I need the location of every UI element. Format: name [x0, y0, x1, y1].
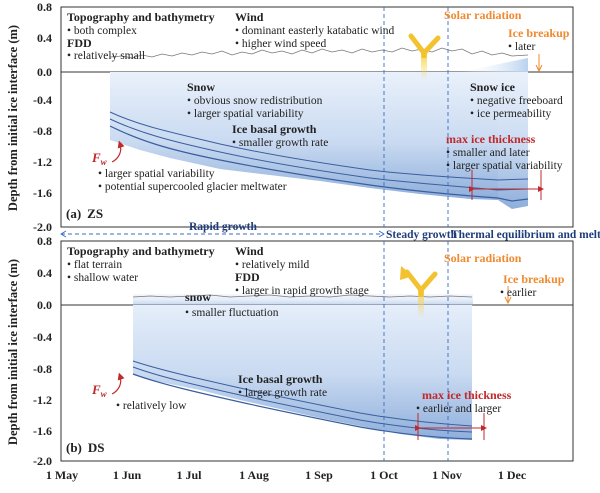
ds-max-thickness-markers — [415, 413, 487, 440]
ds-fdd-item: • larger in rapid growth stage — [235, 285, 369, 297]
ds-snow-item: • smaller fluctuation — [185, 307, 279, 319]
zs-fw-item: • potential supercooled glacier meltwate… — [98, 181, 287, 193]
x-tick: 1 Nov — [432, 468, 462, 482]
zs-basal-item: • smaller growth rate — [232, 137, 328, 149]
zs-y-axis-label: Depth from initial ice interface (m) — [6, 25, 20, 211]
zs-breakup-title: Ice breakup — [508, 26, 570, 40]
zs-ice-bottom-upper — [109, 111, 529, 181]
zs-wind-item: • dominant easterly katabatic wind — [235, 25, 394, 37]
zs-panel-label: (a) ZS — [66, 206, 103, 221]
ds-y-tick: -1.2 — [33, 393, 52, 407]
stage-bar: Rapid growth Steady growth Thermal equil… — [60, 221, 600, 241]
zs-snow-ice-wedge — [460, 58, 528, 72]
zs-fdd-item: • relatively small — [67, 50, 145, 62]
stage-steady-label: Steady growth — [386, 229, 458, 241]
stage-rapid-label: Rapid growth — [189, 221, 257, 233]
zs-wind-title: Wind — [235, 10, 264, 24]
ds-wind-title: Wind — [235, 244, 264, 258]
ds-y-axis: 0.8 0.4 0.0 -0.4 -0.8 -1.2 -1.6 -2.0 — [33, 234, 52, 468]
ds-maxthick-item: • earlier and larger — [416, 403, 501, 415]
zs-y-tick: -1.6 — [33, 186, 52, 200]
ds-ice-bottom-lower — [132, 373, 473, 440]
ds-fdd-title: FDD — [235, 270, 260, 284]
ds-fw-arrow — [111, 372, 125, 395]
zs-maxthick-item: • smaller and later — [446, 147, 530, 159]
zs-snowice-title: Snow ice — [470, 80, 516, 94]
ds-fw-item: • relatively low — [116, 400, 187, 412]
zs-ice-bottom-lower — [109, 125, 529, 202]
ds-ice-body — [133, 294, 472, 440]
zs-max-thickness-markers — [469, 170, 544, 200]
zs-solar-icon — [408, 33, 441, 80]
zs-snow-title: Snow — [187, 80, 215, 94]
ds-ice-bottom-upper — [132, 360, 473, 427]
ds-snow-title: snow — [185, 290, 211, 304]
ds-ice-top-band — [133, 294, 473, 305]
zs-breakup-item: • later — [508, 41, 536, 53]
ds-panel-label: (b) DS — [66, 440, 105, 455]
ds-y-tick: 0.8 — [37, 234, 52, 248]
panel-zs: 0.8 0.4 0.0 -0.4 -0.8 -1.2 -1.6 -2.0 Dep… — [6, 0, 574, 234]
ds-y-axis-label: Depth from initial ice interface (m) — [6, 259, 20, 445]
ds-topo-title: Topography and bathymetry — [67, 244, 215, 258]
ds-topo-item: • flat terrain — [67, 259, 122, 271]
ds-breakup-item: • earlier — [500, 287, 536, 299]
zs-snowice-item: • ice permeability — [470, 108, 552, 120]
x-tick: 1 Dec — [498, 468, 527, 482]
ds-maxthick-title: max ice thickness — [422, 388, 512, 402]
zs-y-axis: 0.8 0.4 0.0 -0.4 -0.8 -1.2 -1.6 -2.0 — [33, 0, 52, 234]
zs-snowice-item: • negative freeboard — [470, 95, 563, 107]
ds-basal-item: • larger growth rate — [238, 387, 327, 399]
ds-breakup-title: Ice breakup — [503, 272, 565, 286]
ds-topo-item: • shallow water — [67, 272, 138, 284]
zs-y-tick: -0.8 — [33, 124, 52, 138]
x-tick: 1 Jun — [113, 468, 142, 482]
x-tick: 1 Sep — [305, 468, 333, 482]
ds-y-tick: 0.4 — [37, 266, 52, 280]
zs-fw-arrow — [111, 140, 125, 163]
zs-ice-bottom-middle — [109, 118, 529, 191]
stage-thermal-label: Thermal equilibrium and melt — [451, 229, 600, 241]
zs-y-tick: 0.0 — [37, 65, 52, 79]
ds-y-tick: -0.8 — [33, 362, 52, 376]
zs-fdd-title: FDD — [67, 36, 92, 50]
ds-y-tick: 0.0 — [37, 298, 52, 312]
zs-y-tick: -2.0 — [33, 220, 52, 234]
x-tick: 1 Jul — [176, 468, 202, 482]
zs-y-tick: -1.2 — [33, 155, 52, 169]
ds-y-tick: -1.6 — [33, 424, 52, 438]
zs-fw-label: Fw — [91, 150, 108, 167]
ds-fw-label: Fw — [91, 382, 108, 399]
ds-solar-icon — [400, 266, 438, 318]
zs-topo-title: Topography and bathymetry — [67, 10, 215, 24]
zs-snow-item: • larger spatial variability — [187, 108, 304, 120]
ds-basal-title: Ice basal growth — [238, 372, 323, 386]
ds-y-tick: -0.4 — [33, 330, 52, 344]
zs-basal-title: Ice basal growth — [232, 122, 317, 136]
zs-maxthick-title: max ice thickness — [446, 132, 536, 146]
zs-ice-body-tail — [498, 72, 528, 209]
ds-solar-label: Solar radiation — [444, 251, 522, 265]
x-tick: 1 Aug — [239, 468, 269, 482]
zs-solar-label: Solar radiation — [444, 8, 522, 22]
ds-snow-surface — [132, 294, 473, 298]
zs-wind-item: • higher wind speed — [235, 38, 326, 50]
zs-y-tick: 0.8 — [37, 0, 52, 14]
zs-snow-surface — [109, 47, 529, 59]
zs-y-tick: 0.4 — [37, 31, 52, 45]
ds-wind-item: • relatively mild — [235, 259, 310, 271]
x-tick: 1 May — [46, 468, 78, 482]
zs-fw-item: • larger spatial variability — [98, 168, 215, 180]
x-axis: 1 May 1 Jun 1 Jul 1 Aug 1 Sep 1 Oct 1 No… — [46, 468, 527, 482]
zs-topo-item: • both complex — [67, 25, 137, 37]
x-tick: 1 Oct — [370, 468, 398, 482]
zs-maxthick-item: • larger spatial variability — [446, 160, 563, 172]
panel-ds: 0.8 0.4 0.0 -0.4 -0.8 -1.2 -1.6 -2.0 Dep… — [6, 234, 574, 468]
ds-y-tick: -2.0 — [33, 454, 52, 468]
zs-y-tick: -0.4 — [33, 93, 52, 107]
zs-ice-body — [110, 72, 498, 200]
zs-snow-item: • obvious snow redistribution — [187, 95, 323, 107]
